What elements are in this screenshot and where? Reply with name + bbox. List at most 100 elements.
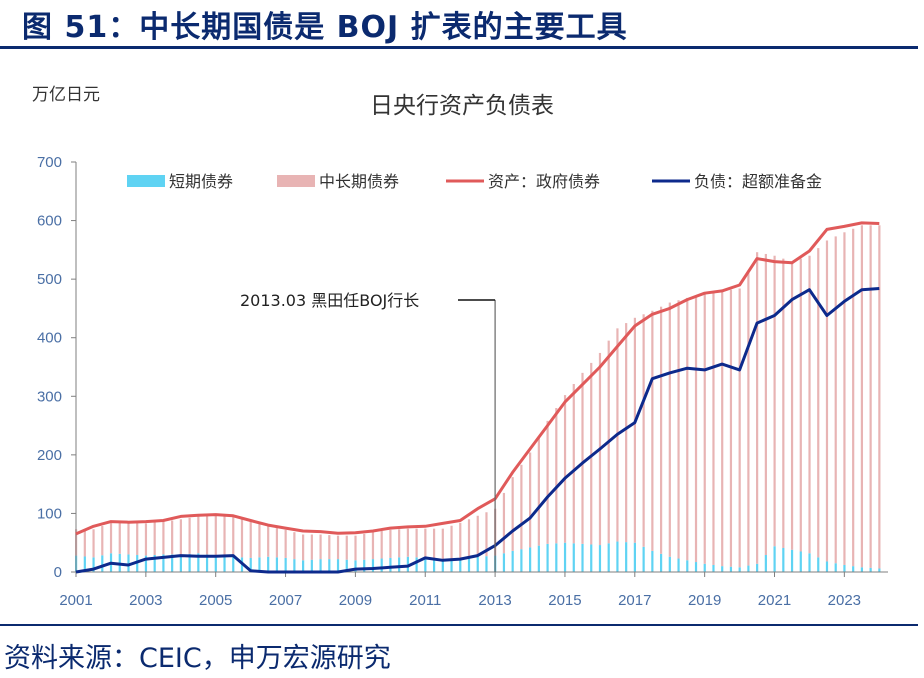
bar-short-term (101, 555, 104, 572)
bar-short-term (694, 562, 698, 572)
bar-short-term (642, 546, 645, 572)
bar-short-term (441, 559, 444, 572)
bar-short-term (205, 554, 209, 572)
y-tick-label: 700 (37, 154, 62, 171)
bar-short-term (703, 563, 706, 572)
bar-mid-long-term (293, 532, 296, 560)
source-note: 资料来源：CEIC，申万宏源研究 (4, 643, 391, 674)
bar-mid-long-term (109, 522, 113, 554)
bar-short-term (197, 553, 200, 572)
bar-mid-long-term (817, 248, 820, 558)
y-tick-label: 500 (37, 271, 62, 288)
bar-short-term (363, 559, 366, 572)
bar-mid-long-term (799, 258, 802, 552)
bar-mid-long-term (389, 529, 392, 558)
bar-mid-long-term (162, 521, 165, 555)
chart-title: 日央行资产负债表 (370, 93, 554, 119)
bar-mid-long-term (764, 253, 767, 556)
bar-short-term (712, 564, 715, 572)
bar-mid-long-term (659, 306, 663, 554)
bar-mid-long-term (354, 535, 357, 561)
bar-mid-long-term (197, 516, 200, 554)
bar-short-term (179, 554, 182, 572)
line-assets-government-bonds (75, 221, 880, 536)
bar-short-term (345, 559, 348, 572)
bar-mid-long-term (275, 528, 279, 558)
bar-mid-long-term (668, 302, 671, 557)
bar-mid-long-term (415, 528, 418, 558)
bar-short-term (284, 557, 287, 572)
bar-short-term (144, 555, 148, 572)
bar-short-term (878, 568, 881, 572)
bar-short-term (537, 545, 540, 572)
bar-short-term (476, 556, 479, 572)
bar-mid-long-term (572, 383, 575, 544)
bar-mid-long-term (581, 372, 584, 544)
bar-short-term (354, 560, 357, 572)
bar-short-term (869, 567, 872, 572)
bar-short-term (686, 560, 689, 572)
bar-mid-long-term (852, 228, 855, 567)
bar-mid-long-term (83, 529, 86, 557)
bar-mid-long-term (869, 225, 872, 568)
annotation-label: 2013.03 黑田任BOJ行长 (240, 291, 419, 310)
bar-short-term (249, 557, 252, 572)
bar-short-term (555, 543, 558, 572)
bar-mid-long-term (782, 258, 785, 548)
bar-mid-long-term (249, 521, 252, 558)
bar-mid-long-term (232, 515, 235, 557)
bar-mid-long-term (459, 522, 462, 558)
bar-mid-long-term (188, 517, 191, 554)
bar-mid-long-term (118, 522, 121, 554)
y-tick-label: 0 (54, 564, 62, 581)
x-tick-label: 2017 (618, 592, 651, 609)
bar-mid-long-term (406, 528, 409, 557)
bar-mid-long-term (520, 464, 523, 550)
bar-mid-long-term (808, 255, 811, 554)
y-tick-label: 600 (37, 213, 62, 230)
bar-mid-long-term (546, 420, 549, 544)
bar-short-term (153, 555, 156, 572)
legend-short-term-label: 短期债券 (169, 172, 233, 191)
bar-short-term (406, 556, 409, 572)
x-tick-label: 2007 (269, 592, 302, 609)
bar-mid-long-term (694, 295, 698, 563)
bar-short-term (790, 549, 794, 572)
x-tick-label: 2021 (758, 592, 791, 609)
bar-short-term (773, 546, 776, 572)
bar-short-term (520, 549, 523, 572)
bar-mid-long-term (441, 528, 444, 560)
bar-short-term (267, 556, 270, 572)
x-tick-label: 2015 (548, 592, 581, 609)
bar-mid-long-term (328, 535, 331, 560)
bar-short-term (529, 547, 532, 572)
bar-short-term (852, 566, 855, 572)
bar-mid-long-term (756, 252, 759, 564)
x-tick-label: 2013 (478, 592, 511, 609)
bar-mid-long-term (92, 529, 95, 558)
bar-mid-long-term (179, 519, 182, 555)
bar-short-term (328, 559, 331, 572)
y-tick-label: 400 (37, 330, 62, 347)
bar-mid-long-term (424, 528, 427, 558)
bar-short-term (825, 561, 829, 572)
bar-mid-long-term (843, 232, 846, 565)
x-tick-label: 2003 (129, 592, 162, 609)
bar-short-term (232, 556, 235, 572)
bar-short-term (756, 563, 759, 572)
bar-short-term (721, 566, 724, 572)
bar-mid-long-term (467, 519, 471, 558)
bar-short-term (502, 553, 506, 572)
bar-short-term (424, 557, 427, 572)
bar-short-term (127, 554, 130, 572)
bar-mid-long-term (502, 492, 506, 554)
bar-mid-long-term (240, 518, 244, 558)
bar-mid-long-term (721, 290, 724, 567)
bar-short-term (162, 554, 165, 572)
legend-mid-long-term-label: 中长期债券 (319, 172, 399, 191)
bar-short-term (293, 559, 296, 572)
bar-mid-long-term (380, 531, 383, 559)
bar-short-term (764, 555, 767, 572)
bar-short-term (834, 563, 837, 572)
bar-short-term (616, 541, 619, 572)
